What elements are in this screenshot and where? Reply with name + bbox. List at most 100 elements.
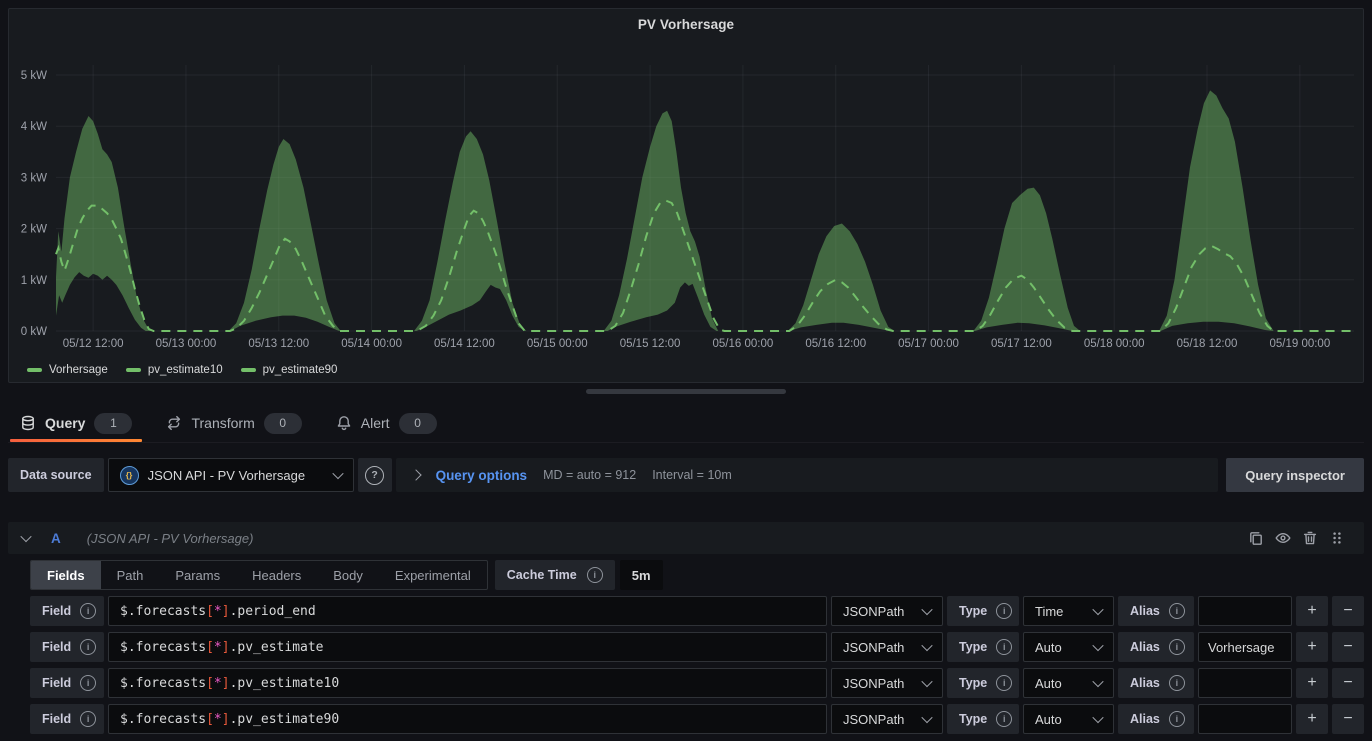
editor-tab-headers[interactable]: Headers <box>236 561 317 589</box>
field-type-value: Time <box>1035 604 1063 619</box>
editor-tab-fields[interactable]: Fields <box>31 561 101 589</box>
datasource-label: Data source <box>8 458 104 492</box>
query-row-header[interactable]: A (JSON API - PV Vorhersage) <box>8 522 1364 554</box>
chevron-down-icon <box>1092 604 1103 615</box>
svg-text:05/14 12:00: 05/14 12:00 <box>434 338 495 350</box>
toggle-query-visibility-button[interactable] <box>1269 526 1296 550</box>
pv-forecast-panel: 0 kW1 kW2 kW3 kW4 kW5 kW05/12 12:0005/13… <box>8 8 1364 383</box>
field-type-value: Auto <box>1035 640 1062 655</box>
collapse-chevron-icon[interactable] <box>20 531 31 542</box>
info-circle-icon: i <box>1169 711 1185 727</box>
remove-field-button[interactable]: − <box>1332 704 1364 734</box>
alias-input[interactable] <box>1198 668 1292 698</box>
question-circle-icon: ? <box>365 466 384 485</box>
field-label-chip: Fieldi <box>30 632 104 662</box>
tab-alert[interactable]: Alert 0 <box>324 404 449 442</box>
cache-time-value[interactable]: 5m <box>620 560 663 590</box>
field-label-text: Field <box>42 640 71 654</box>
legend-item-pv_estimate90[interactable]: pv_estimate90 <box>241 364 338 376</box>
remove-field-button[interactable]: − <box>1332 596 1364 626</box>
svg-text:4 kW: 4 kW <box>21 121 47 133</box>
add-field-button[interactable]: + <box>1296 596 1328 626</box>
alias-label-chip: Aliasi <box>1118 596 1194 626</box>
field-row-2: Fieldi$.forecasts[*].pv_estimate10JSONPa… <box>30 668 1364 698</box>
info-circle-icon: i <box>1169 639 1185 655</box>
language-select[interactable]: JSONPath <box>831 704 943 734</box>
info-circle-icon: i <box>996 639 1012 655</box>
svg-text:05/14 00:00: 05/14 00:00 <box>341 338 402 350</box>
json-api-datasource-icon: {} <box>120 466 139 485</box>
type-label-text: Type <box>959 712 987 726</box>
legend-item-pv_estimate10[interactable]: pv_estimate10 <box>126 364 223 376</box>
datasource-help-button[interactable]: ? <box>358 458 392 492</box>
type-label-text: Type <box>959 640 987 654</box>
query-refid[interactable]: A <box>51 531 61 546</box>
jsonpath-input[interactable]: $.forecasts[*].period_end <box>108 596 827 626</box>
drag-query-handle[interactable] <box>1323 526 1350 550</box>
alias-label-text: Alias <box>1130 676 1160 690</box>
tab-count-badge: 0 <box>399 413 437 434</box>
language-select[interactable]: JSONPath <box>831 596 943 626</box>
panel-resize-handle[interactable] <box>586 389 786 394</box>
svg-text:05/17 12:00: 05/17 12:00 <box>991 338 1052 350</box>
chevron-right-icon[interactable] <box>410 469 421 480</box>
query-options-toggle[interactable]: Query options <box>436 468 528 483</box>
add-field-button[interactable]: + <box>1296 632 1328 662</box>
svg-text:05/12 12:00: 05/12 12:00 <box>63 338 124 350</box>
tab-query[interactable]: Query1 <box>8 404 144 442</box>
datasource-label-text: Data source <box>20 468 92 482</box>
field-type-select[interactable]: Auto <box>1023 668 1114 698</box>
svg-text:05/16 00:00: 05/16 00:00 <box>713 338 774 350</box>
remove-field-button[interactable]: − <box>1332 668 1364 698</box>
jsonpath-input[interactable]: $.forecasts[*].pv_estimate90 <box>108 704 827 734</box>
field-row-0: Fieldi$.forecasts[*].period_endJSONPathT… <box>30 596 1364 626</box>
svg-text:05/18 12:00: 05/18 12:00 <box>1177 338 1238 350</box>
datasource-picker[interactable]: {} JSON API - PV Vorhersage <box>108 458 354 492</box>
jsonpath-input[interactable]: $.forecasts[*].pv_estimate <box>108 632 827 662</box>
alias-label-chip: Aliasi <box>1118 704 1194 734</box>
panel-header[interactable]: PV Vorhersage <box>9 9 1363 39</box>
legend-item-vorhersage[interactable]: Vorhersage <box>27 364 108 376</box>
query-datasource-subtitle: (JSON API - PV Vorhersage) <box>87 531 254 546</box>
eye-icon <box>1275 530 1291 546</box>
tab-transform[interactable]: Transform0 <box>154 404 313 442</box>
info-circle-icon: i <box>80 603 96 619</box>
language-select[interactable]: JSONPath <box>831 668 943 698</box>
copy-icon <box>1248 530 1264 546</box>
chevron-down-icon <box>921 640 932 651</box>
field-label-chip: Fieldi <box>30 704 104 734</box>
editor-tab-body[interactable]: Body <box>317 561 379 589</box>
tab-label: Alert <box>361 415 390 431</box>
field-label-chip: Fieldi <box>30 668 104 698</box>
field-row-1: Fieldi$.forecasts[*].pv_estimateJSONPath… <box>30 632 1364 662</box>
svg-text:0 kW: 0 kW <box>21 326 47 338</box>
chevron-down-icon <box>921 712 932 723</box>
add-field-button[interactable]: + <box>1296 668 1328 698</box>
legend-label: pv_estimate90 <box>263 364 338 376</box>
type-label-chip: Typei <box>947 704 1019 734</box>
svg-text:05/18 00:00: 05/18 00:00 <box>1084 338 1145 350</box>
duplicate-query-button[interactable] <box>1242 526 1269 550</box>
field-type-select[interactable]: Auto <box>1023 632 1114 662</box>
info-circle-icon: i <box>80 639 96 655</box>
delete-query-button[interactable] <box>1296 526 1323 550</box>
editor-tab-experimental[interactable]: Experimental <box>379 561 487 589</box>
query-inspector-button[interactable]: Query inspector <box>1226 458 1364 492</box>
time-series-chart[interactable]: 0 kW1 kW2 kW3 kW4 kW5 kW05/12 12:0005/13… <box>9 9 1363 382</box>
alias-input[interactable] <box>1198 596 1292 626</box>
alias-input[interactable] <box>1198 704 1292 734</box>
editor-tab-path[interactable]: Path <box>101 561 160 589</box>
remove-field-button[interactable]: − <box>1332 632 1364 662</box>
jsonpath-input[interactable]: $.forecasts[*].pv_estimate10 <box>108 668 827 698</box>
datasource-row: Data source {} JSON API - PV Vorhersage … <box>8 458 1364 492</box>
field-type-value: Auto <box>1035 712 1062 727</box>
field-type-select[interactable]: Time <box>1023 596 1114 626</box>
language-select[interactable]: JSONPath <box>831 632 943 662</box>
svg-text:05/15 12:00: 05/15 12:00 <box>620 338 681 350</box>
field-type-select[interactable]: Auto <box>1023 704 1114 734</box>
chevron-down-icon <box>1092 640 1103 651</box>
language-select-value: JSONPath <box>843 712 904 727</box>
editor-tab-params[interactable]: Params <box>159 561 236 589</box>
alias-input[interactable]: Vorhersage <box>1198 632 1292 662</box>
add-field-button[interactable]: + <box>1296 704 1328 734</box>
